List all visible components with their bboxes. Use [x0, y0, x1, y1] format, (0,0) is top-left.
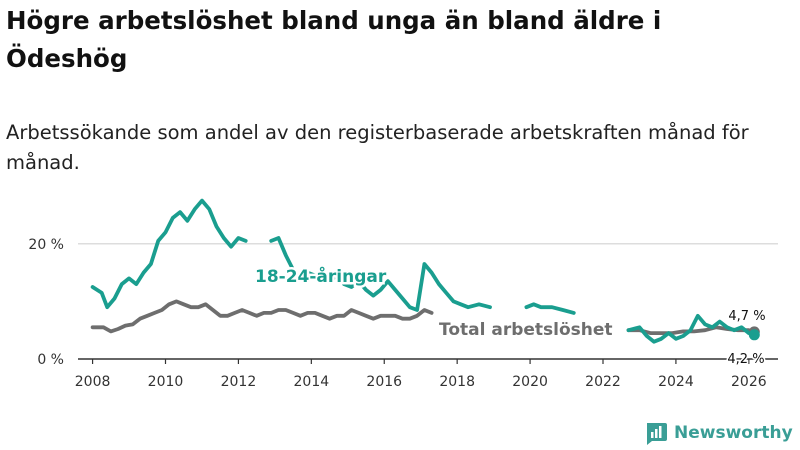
brand-name: Newsworthy — [674, 423, 793, 443]
x-tick-label: 2010 — [148, 374, 184, 390]
young-series-line — [90, 198, 248, 310]
x-tick-label: 2022 — [585, 374, 621, 390]
x-tick-label: 2026 — [731, 374, 767, 390]
total-series-line — [90, 299, 434, 334]
young-series-line — [626, 313, 757, 344]
young-series-label: 18-24-åringar — [255, 265, 387, 287]
y-tick-label: 20 % — [28, 237, 64, 253]
x-tick-label: 2016 — [366, 374, 402, 390]
chart-subtitle: Arbetssökande som andel av den registerb… — [6, 121, 749, 174]
x-tick-label: 2018 — [439, 374, 475, 390]
newsworthy-logo-icon — [647, 423, 667, 445]
x-tick-label: 2008 — [75, 374, 111, 390]
chart-title: Högre arbetslöshet bland unga än bland ä… — [6, 6, 662, 73]
young-series-line — [269, 236, 492, 312]
x-tick-label: 2020 — [512, 374, 548, 390]
young-end-value-label: 4,2 % — [727, 352, 764, 367]
x-tick-label: 2014 — [294, 374, 330, 390]
x-tick-label: 2024 — [658, 374, 694, 390]
y-tick-label: 0 % — [37, 352, 64, 368]
young-series-line — [524, 302, 576, 315]
brand-logo: Newsworthy — [644, 420, 793, 446]
total-series-label: Total arbetslöshet — [439, 320, 613, 340]
total-end-value-label: 4,7 % — [728, 309, 765, 324]
young-series-end-marker — [748, 329, 760, 341]
x-tick-label: 2012 — [221, 374, 257, 390]
